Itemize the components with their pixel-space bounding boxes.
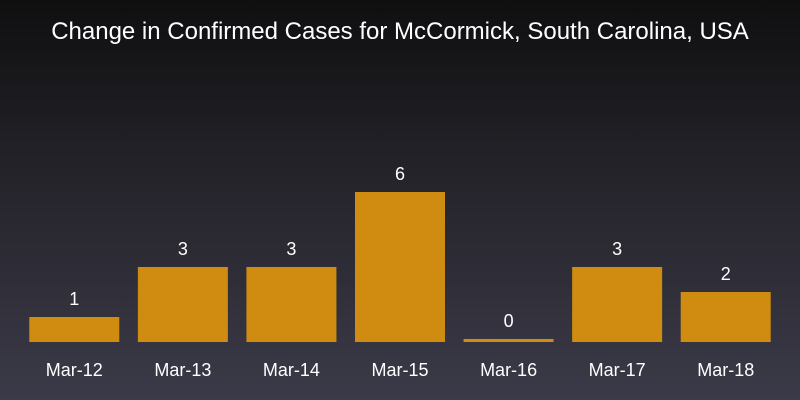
- data-label-mar-14: 3: [286, 239, 296, 259]
- data-label-mar-12: 1: [69, 289, 79, 309]
- chart-title: Change in Confirmed Cases for McCormick,…: [51, 18, 749, 45]
- x-tick-label-mar-15: Mar-15: [371, 360, 428, 380]
- data-label-mar-18: 2: [721, 264, 731, 284]
- data-label-mar-13: 3: [178, 239, 188, 259]
- data-label-mar-16: 0: [504, 311, 514, 331]
- bar-mar-18: [680, 292, 771, 342]
- x-tick-label-mar-17: Mar-17: [589, 360, 646, 380]
- bar-mar-16: [463, 339, 554, 342]
- bar-mar-13: [137, 267, 228, 342]
- x-tick-label-mar-12: Mar-12: [46, 360, 103, 380]
- bar-mar-14: [246, 267, 337, 342]
- bar-mar-15: [355, 192, 445, 342]
- bar-mar-17: [572, 267, 663, 342]
- x-tick-label-mar-14: Mar-14: [263, 360, 320, 380]
- bar-mar-12: [29, 317, 120, 342]
- x-tick-label-mar-18: Mar-18: [697, 360, 754, 380]
- x-tick-label-mar-13: Mar-13: [154, 360, 211, 380]
- x-tick-label-mar-16: Mar-16: [480, 360, 537, 380]
- data-label-mar-17: 3: [612, 239, 622, 259]
- data-label-mar-15: 6: [395, 164, 405, 184]
